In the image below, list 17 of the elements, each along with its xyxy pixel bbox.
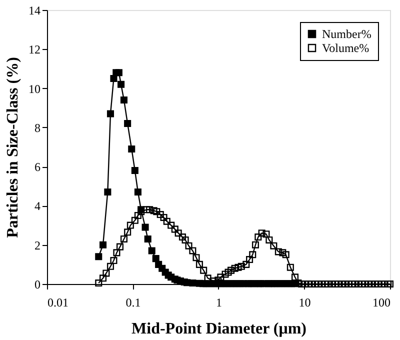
x-tick-label: 1: [216, 296, 222, 310]
y-tick-label: 2: [34, 238, 40, 252]
x-tick-label: 10: [298, 296, 311, 310]
y-tick-label: 4: [34, 199, 40, 214]
x-tick-label: 0.01: [48, 296, 68, 310]
x-axis-title: Mid-Point Diameter (μm): [132, 320, 306, 338]
y-tick-label: 10: [28, 82, 40, 96]
y-tick-label: 6: [34, 160, 40, 174]
x-tick-label: 0.1: [126, 296, 141, 310]
y-tick-label: 14: [28, 4, 40, 18]
legend-label: Number%: [322, 27, 372, 41]
y-tick-label: 12: [28, 42, 40, 57]
y-axis-title: Particles in Size-Class (%): [4, 57, 22, 238]
y-tick-label: 0: [34, 278, 40, 292]
legend-label: Volume%: [322, 41, 370, 55]
x-tick-label: 100: [372, 296, 390, 310]
y-tick-label: 8: [34, 120, 40, 135]
